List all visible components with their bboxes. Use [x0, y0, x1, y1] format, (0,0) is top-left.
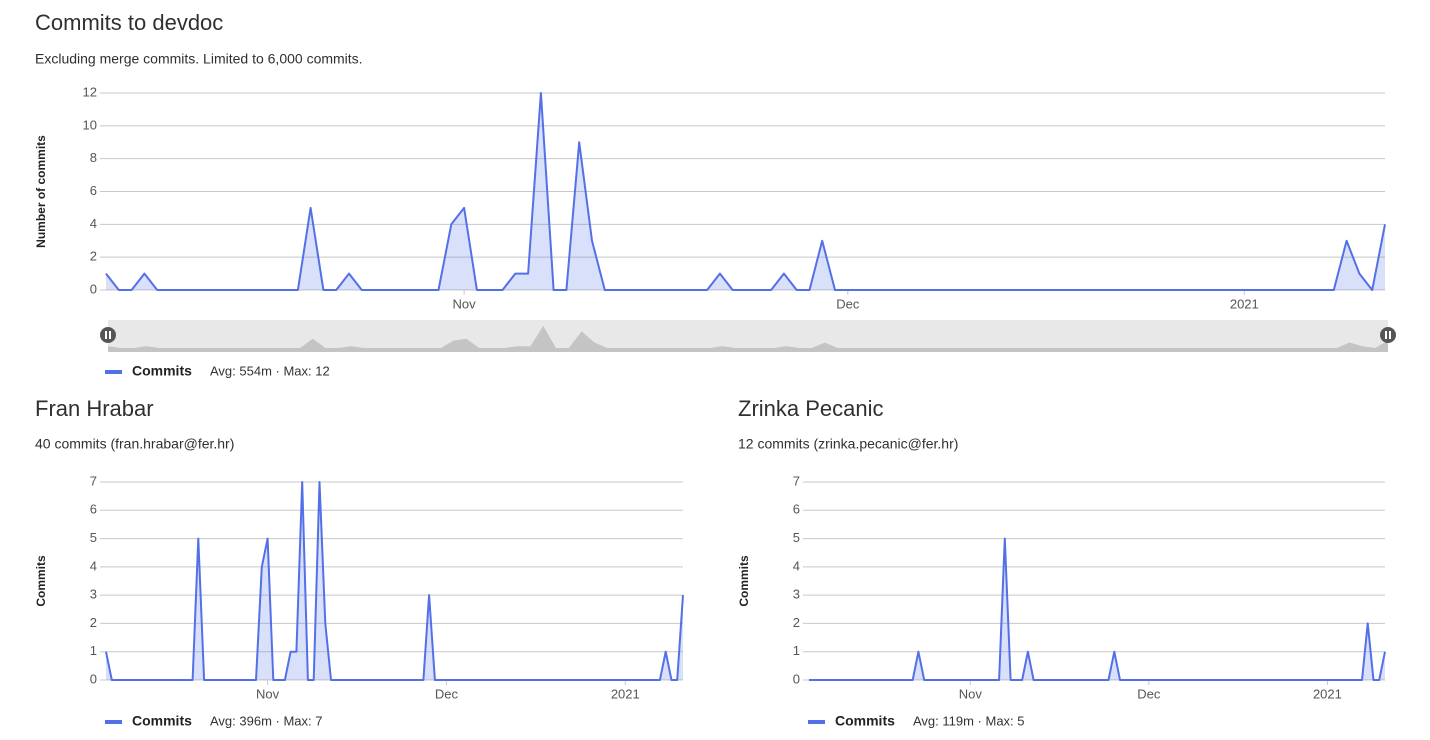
y-tick-label: 2	[793, 615, 800, 630]
y-tick-label: 6	[793, 502, 800, 517]
legend-summary: Avg: 554m · Max: 12	[210, 363, 330, 378]
navigator-area	[108, 325, 1388, 352]
legend-label: Commits	[835, 713, 895, 729]
legend-summary: Avg: 119m · Max: 5	[913, 713, 1025, 728]
y-axis-title: Commits	[34, 555, 48, 607]
area-line	[809, 537, 1386, 681]
navigator-handle[interactable]	[1380, 327, 1396, 343]
y-tick-label: 7	[793, 473, 800, 488]
area-line	[105, 481, 684, 681]
y-tick-label: 1	[793, 643, 800, 658]
navigator-track	[108, 320, 1388, 352]
chart-subtitle: 40 commits (fran.hrabar@fer.hr)	[35, 436, 234, 452]
handle-grip	[1389, 331, 1391, 339]
y-tick-label: 0	[793, 671, 800, 686]
x-tick-label: Nov	[453, 296, 477, 311]
y-tick-label: 2	[90, 615, 97, 630]
y-tick-label: 7	[90, 473, 97, 488]
y-tick-label: 6	[90, 183, 97, 198]
y-tick-label: 5	[90, 530, 97, 545]
y-tick-label: 5	[793, 530, 800, 545]
chart-title: Commits to devdoc	[35, 10, 223, 35]
area-fill	[106, 482, 683, 680]
y-axis-title: Number of commits	[34, 135, 48, 248]
chart-title: Fran Hrabar	[35, 396, 154, 421]
x-tick-label: 2021	[1313, 686, 1342, 701]
x-tick-label: Dec	[435, 686, 459, 701]
area-line	[105, 92, 1386, 291]
handle-grip	[109, 331, 111, 339]
handle-knob[interactable]	[1380, 327, 1396, 343]
y-tick-label: 10	[83, 117, 97, 132]
y-tick-label: 4	[90, 216, 97, 231]
legend-summary: Avg: 396m · Max: 7	[210, 713, 322, 728]
handle-knob[interactable]	[100, 327, 116, 343]
chart-subtitle: 12 commits (zrinka.pecanic@fer.hr)	[738, 436, 958, 452]
x-tick-label: Dec	[1137, 686, 1161, 701]
area-fill	[809, 538, 1385, 680]
x-tick-label: 2021	[1230, 296, 1259, 311]
y-axis-title: Commits	[737, 555, 751, 607]
navigator-handle[interactable]	[100, 327, 116, 343]
chart-subtitle: Excluding merge commits. Limited to 6,00…	[35, 51, 363, 67]
y-tick-label: 0	[90, 281, 97, 296]
y-tick-label: 6	[90, 502, 97, 517]
legend-label: Commits	[132, 713, 192, 729]
x-tick-label: Nov	[959, 686, 983, 701]
handle-grip	[105, 331, 107, 339]
chart-title: Zrinka Pecanic	[738, 396, 884, 421]
y-tick-label: 3	[793, 587, 800, 602]
legend-label: Commits	[132, 363, 192, 379]
y-tick-label: 0	[90, 671, 97, 686]
y-tick-label: 4	[90, 558, 97, 573]
y-tick-label: 1	[90, 643, 97, 658]
y-tick-label: 3	[90, 587, 97, 602]
x-tick-label: 2021	[611, 686, 640, 701]
y-tick-label: 8	[90, 150, 97, 165]
x-tick-label: Nov	[256, 686, 280, 701]
handle-grip	[1385, 331, 1387, 339]
y-tick-label: 2	[90, 249, 97, 264]
x-tick-label: Dec	[836, 296, 860, 311]
y-tick-label: 4	[793, 558, 800, 573]
y-tick-label: 12	[83, 84, 97, 99]
